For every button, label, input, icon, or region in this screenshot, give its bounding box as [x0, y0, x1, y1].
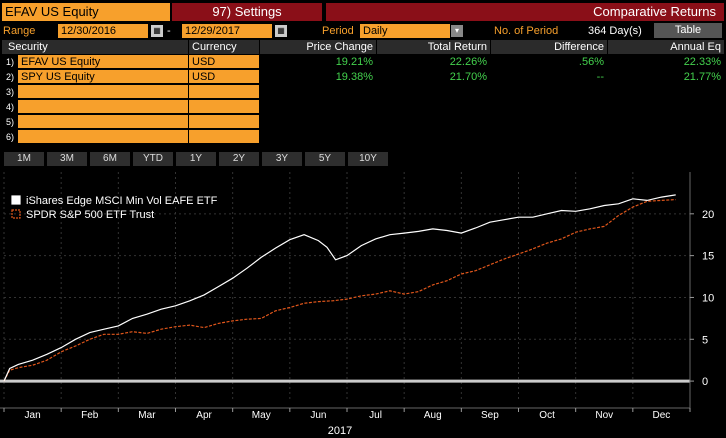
price-change-cell — [260, 85, 376, 99]
difference-cell — [491, 100, 607, 114]
col-difference: Difference — [491, 40, 607, 54]
security-cell[interactable] — [18, 115, 188, 129]
y-tick-label: 5 — [702, 334, 708, 346]
x-tick-label: Feb — [81, 410, 99, 421]
x-tick-label: Oct — [539, 410, 555, 421]
col-security: Security — [2, 40, 188, 54]
row-number: 2) — [5, 72, 14, 82]
difference-cell: .56% — [578, 56, 604, 68]
difference-cell: -- — [596, 71, 604, 83]
price-change-cell — [260, 100, 376, 114]
x-tick-label: Jan — [25, 410, 41, 421]
end-calendar-icon[interactable]: ▦ — [275, 25, 287, 37]
security-field[interactable]: EFAV US Equity — [2, 3, 170, 21]
row-number: 6) — [5, 132, 14, 142]
currency-cell[interactable] — [189, 115, 259, 129]
y-tick-label: 20 — [702, 209, 714, 221]
x-tick-label: Dec — [653, 410, 671, 421]
x-tick-label: Aug — [424, 410, 442, 421]
col-currency: Currency — [189, 40, 259, 54]
table-button[interactable]: Table — [654, 23, 722, 38]
start-date-field[interactable]: 12/30/2016 — [58, 24, 148, 38]
no-of-period-label: No. of Period — [494, 25, 559, 37]
x-tick-label: Sep — [481, 410, 499, 421]
y-tick-label: 10 — [702, 292, 714, 304]
period-label: Period — [322, 25, 354, 37]
period-button-10y[interactable]: 10Y — [348, 152, 388, 166]
y-tick-label: 0 — [702, 376, 708, 388]
total-return-cell — [377, 115, 490, 129]
row-number: 1) — [5, 57, 14, 67]
x-tick-label: May — [252, 410, 271, 421]
period-button-2y[interactable]: 2Y — [219, 152, 259, 166]
series-line-1 — [3, 194, 676, 382]
difference-cell — [491, 130, 607, 144]
series-line-2 — [3, 199, 676, 382]
legend-label: iShares Edge MSCI Min Vol EAFE ETF — [26, 195, 218, 207]
period-dropdown-icon[interactable]: ▾ — [451, 25, 463, 37]
row-number: 5) — [5, 117, 14, 127]
period-button-3m[interactable]: 3M — [47, 152, 87, 166]
security-cell[interactable] — [18, 100, 188, 114]
end-date-field[interactable]: 12/29/2017 — [182, 24, 272, 38]
annual-cell — [608, 130, 724, 144]
total-return-cell: 22.26% — [449, 56, 487, 68]
price-change-cell: 19.21% — [335, 56, 373, 68]
price-change-cell: 19.38% — [335, 71, 373, 83]
security-cell[interactable]: SPY US Equity — [18, 70, 188, 84]
period-button-6m[interactable]: 6M — [90, 152, 130, 166]
x-tick-label: Apr — [196, 410, 212, 421]
x-axis-year-label: 2017 — [328, 425, 352, 437]
x-tick-label: Jul — [369, 410, 382, 421]
price-change-cell — [260, 130, 376, 144]
annual-cell: 22.33% — [683, 56, 721, 68]
difference-cell — [491, 115, 607, 129]
annual-cell — [608, 100, 724, 114]
no-of-period-value: 364 Day(s) — [588, 25, 642, 37]
range-label: Range — [3, 25, 36, 37]
start-calendar-icon[interactable]: ▦ — [151, 25, 163, 37]
x-tick-label: Nov — [595, 410, 613, 421]
period-button-1m[interactable]: 1M — [4, 152, 44, 166]
row-number: 3) — [5, 87, 14, 97]
period-button-1y[interactable]: 1Y — [176, 152, 216, 166]
annual-cell — [608, 115, 724, 129]
period-button-5y[interactable]: 5Y — [305, 152, 345, 166]
currency-cell[interactable]: USD — [189, 70, 259, 84]
period-select[interactable]: Daily — [360, 24, 450, 38]
col-annual-eq: Annual Eq — [608, 40, 724, 54]
security-cell[interactable]: EFAV US Equity — [18, 55, 188, 69]
legend-label: SPDR S&P 500 ETF Trust — [26, 209, 154, 221]
currency-cell[interactable] — [189, 130, 259, 144]
total-return-cell — [377, 100, 490, 114]
legend-swatch — [11, 209, 21, 219]
currency-cell[interactable]: USD — [189, 55, 259, 69]
security-cell[interactable] — [18, 85, 188, 99]
legend-swatch — [11, 195, 21, 205]
page-title: Comparative Returns — [326, 3, 724, 21]
annual-cell — [608, 85, 724, 99]
x-tick-label: Mar — [138, 410, 156, 421]
price-change-cell — [260, 115, 376, 129]
total-return-cell — [377, 130, 490, 144]
security-cell[interactable] — [18, 130, 188, 144]
currency-cell[interactable] — [189, 85, 259, 99]
x-tick-label: Jun — [310, 410, 326, 421]
total-return-cell: 21.70% — [449, 71, 487, 83]
total-return-cell — [377, 85, 490, 99]
currency-cell[interactable] — [189, 100, 259, 114]
col-total-return: Total Return — [377, 40, 490, 54]
settings-button[interactable]: 97) Settings — [172, 3, 322, 21]
returns-chart: 0 5 10 15 20 Jan Feb Mar Apr May Jun Jul Aug Sep Oct N… — [0, 168, 726, 438]
col-price-change: Price Change — [260, 40, 376, 54]
period-button-ytd[interactable]: YTD — [133, 152, 173, 166]
row-number: 4) — [5, 102, 14, 112]
range-dash: - — [167, 25, 171, 37]
difference-cell — [491, 85, 607, 99]
annual-cell: 21.77% — [683, 71, 721, 83]
y-tick-label: 15 — [702, 251, 714, 263]
period-button-3y[interactable]: 3Y — [262, 152, 302, 166]
